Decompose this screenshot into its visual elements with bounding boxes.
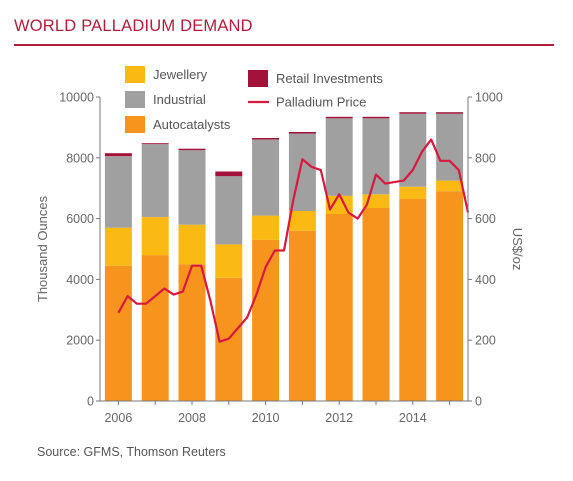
x-tick-label-2010: 2010 [252,411,280,425]
bar-jewellery-2011 [288,211,316,231]
y2-tick-label-200: 200 [475,334,496,348]
bar-industrial-2010 [252,139,280,216]
bar-industrial-2012 [325,118,353,196]
bar-industrial-2007 [141,144,169,218]
legend-label-autocatalysts: Autocatalysts [153,117,231,132]
bar-autocatalysts-2015 [436,191,464,401]
bar-jewellery-2014 [399,186,427,199]
bars-group [104,112,464,401]
bar-jewellery-2009 [215,244,243,278]
bar-retail-investments-2011 [288,132,316,134]
axes-group: 0 2000 4000 6000 8000 10000 0 200 400 600 800 1000 2… [35,91,525,426]
y-tick-label-2000: 2000 [66,334,94,348]
y-axis-label: Thousand Ounces [35,195,50,302]
x-tick-label-2012: 2012 [325,411,353,425]
bar-autocatalysts-2006 [104,265,132,401]
bar-industrial-2009 [215,176,243,245]
x-tick-label-2006: 2006 [104,411,132,425]
bar-autocatalysts-2012 [325,214,353,401]
bar-autocatalysts-2011 [288,230,316,401]
legend-swatch-retail [248,70,268,87]
x-tick-label-2008: 2008 [178,411,206,425]
bar-jewellery-2010 [252,215,280,240]
bar-retail-investments-2012 [325,116,353,119]
y2-tick-label-800: 800 [475,151,496,165]
legend-label-industrial: Industrial [153,92,206,107]
legend-swatch-jewellery [125,66,145,83]
y-tick-label-0: 0 [87,395,94,409]
y2-tick-label-400: 400 [475,273,496,287]
bar-autocatalysts-2010 [252,239,280,401]
legend-swatch-industrial [125,91,145,108]
legend-group: Jewellery Industrial Autocatalysts Retail I… [125,66,383,133]
legend-label-price: Palladium Price [276,95,366,110]
bar-autocatalysts-2013 [362,208,390,401]
bar-retail-investments-2006 [104,153,132,157]
price-line-group [117,138,470,343]
y-tick-label-6000: 6000 [66,212,94,226]
x-tick-label-2014: 2014 [399,411,427,425]
legend-label-jewellery: Jewellery [153,67,208,82]
y2-tick-label-600: 600 [475,212,496,226]
bar-autocatalysts-2014 [399,198,427,401]
bar-retail-investments-2007 [141,143,169,145]
bar-retail-investments-2015 [436,112,464,114]
palladium-price-line [117,138,470,343]
y-tick-label-10000: 10000 [59,91,94,105]
bar-jewellery-2006 [104,227,132,266]
bar-retail-investments-2014 [399,112,427,114]
source-note: Source: GFMS, Thomson Reuters [37,445,226,459]
bar-retail-investments-2009 [215,171,243,177]
bar-industrial-2006 [104,156,132,228]
legend-swatch-autocatalysts [125,116,145,133]
legend-label-retail: Retail Investments [276,71,383,86]
bar-retail-investments-2013 [362,116,390,119]
bar-retail-investments-2008 [178,148,206,151]
bar-jewellery-2008 [178,224,206,265]
y2-tick-label-0: 0 [475,395,482,409]
bar-industrial-2008 [178,150,206,225]
y2-axis-label: US$/oz [510,228,525,271]
y2-tick-label-1000: 1000 [475,91,503,105]
bar-retail-investments-2010 [252,138,280,140]
y-tick-label-8000: 8000 [66,151,94,165]
bar-jewellery-2007 [141,217,169,256]
chart-title: WORLD PALLADIUM DEMAND [14,17,253,35]
bar-industrial-2013 [362,118,390,195]
bar-autocatalysts-2007 [141,255,169,401]
bar-autocatalysts-2008 [178,264,206,401]
y-tick-label-4000: 4000 [66,273,94,287]
bar-jewellery-2015 [436,180,464,192]
title-rule [14,44,554,46]
